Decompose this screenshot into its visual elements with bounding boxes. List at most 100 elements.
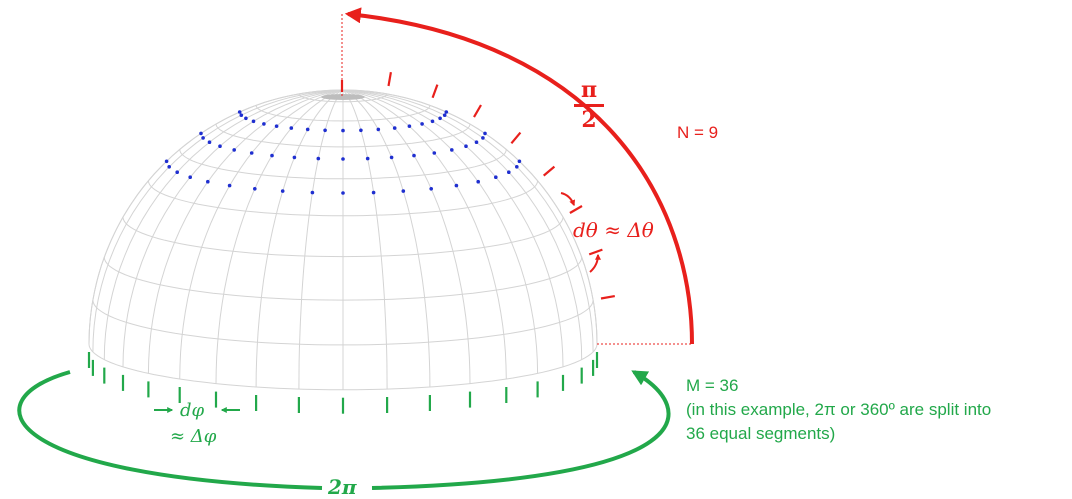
n-label: N = 9 [677, 123, 719, 142]
azimuth-angle-loop-left [17, 370, 323, 490]
sample-point [175, 170, 179, 174]
sample-point [305, 127, 310, 132]
theta-tick [600, 295, 615, 300]
sample-point [341, 157, 345, 161]
theta-tick [569, 205, 583, 214]
sample-point [289, 126, 294, 130]
meridian-line [342, 89, 471, 384]
meridian-line [179, 89, 344, 380]
sample-point [237, 110, 242, 114]
meridian-line [342, 89, 507, 380]
sample-point [280, 189, 285, 193]
sample-point [494, 175, 498, 179]
meridian-line [342, 89, 594, 352]
meridian-line [342, 89, 564, 367]
sample-point [450, 148, 454, 152]
sample-point [207, 140, 212, 144]
sample-point [442, 113, 447, 117]
pi-numerator: π [580, 77, 598, 103]
sample-point [253, 187, 257, 191]
theta-tick [588, 248, 603, 256]
sample-point [507, 170, 511, 174]
sample-point [464, 144, 468, 148]
meridian-line [342, 89, 539, 374]
sample-point [392, 126, 397, 130]
hemisphere-mesh [88, 89, 598, 391]
sample-point [371, 190, 376, 195]
dtheta-arrow-upper [560, 192, 576, 207]
meridian-line [342, 89, 583, 360]
sample-point [483, 131, 487, 136]
sample-point [359, 128, 363, 133]
pi-over-two-label: π 2 [574, 78, 604, 131]
theta-tick [542, 165, 556, 177]
azimuth-angle-loop-right [371, 370, 671, 490]
meridian-line [147, 89, 344, 374]
theta-ticks [340, 72, 615, 300]
meridian-line [342, 89, 431, 388]
meridian-line [92, 89, 344, 352]
dphi-label: dφ [180, 400, 205, 421]
sample-point [454, 183, 459, 188]
sample-point [201, 136, 205, 140]
meridian-line [122, 89, 344, 367]
sample-point [412, 153, 416, 158]
sample-point [376, 127, 381, 132]
two-pi-label: 2π [328, 475, 357, 499]
sample-point [444, 110, 449, 114]
meridian-line [255, 89, 344, 388]
sample-point [341, 191, 345, 195]
sample-point [206, 179, 210, 184]
sample-point [262, 122, 266, 126]
sample-point [249, 151, 254, 155]
sample-point [218, 144, 222, 148]
sample-point [199, 131, 203, 136]
m-note-line2: 36 equal segments) [686, 424, 836, 443]
sample-point [341, 128, 345, 133]
meridian-line [103, 89, 344, 360]
sample-point [430, 119, 435, 124]
sample-point [474, 140, 479, 144]
meridian-line [342, 89, 388, 390]
sample-point [389, 155, 394, 160]
sample-point [481, 136, 485, 140]
sample-point [432, 151, 437, 155]
theta-tick [510, 131, 522, 145]
m-label: M = 36 [686, 376, 739, 395]
sample-point [323, 128, 327, 133]
meridian-line [298, 89, 344, 390]
sample-point [310, 190, 315, 195]
sample-point [517, 159, 522, 164]
sample-point [420, 122, 424, 126]
sample-point [438, 116, 442, 121]
fraction-bar [574, 104, 604, 107]
theta-tick [473, 104, 482, 118]
meridian-line [215, 89, 344, 384]
sample-point [316, 156, 321, 161]
m-note-line1: (in this example, 2π or 360º are split i… [686, 400, 992, 419]
meridian-line [88, 89, 344, 345]
pi-denominator: 2 [581, 107, 597, 133]
sample-point [270, 153, 274, 158]
sample-points [164, 110, 522, 195]
sample-point [164, 159, 169, 164]
sample-point [407, 124, 412, 128]
sample-point [188, 175, 192, 179]
dtheta-arrow-lower [589, 253, 601, 273]
sample-point [292, 155, 297, 160]
phi-ticks [87, 352, 599, 414]
sample-point [251, 119, 256, 124]
approx-dphi-label: ≈ Δφ [170, 426, 217, 447]
sample-point [232, 148, 236, 152]
sample-point [239, 113, 244, 117]
sample-point [227, 183, 232, 188]
sample-point [274, 124, 279, 128]
sample-point [476, 179, 481, 184]
pole-cap [321, 94, 365, 100]
theta-tick [431, 84, 439, 99]
polar-angle-arc [344, 7, 694, 345]
sample-point [167, 165, 171, 169]
dtheta-label: dθ ≈ Δθ [573, 218, 654, 242]
meridian-line [342, 89, 598, 345]
